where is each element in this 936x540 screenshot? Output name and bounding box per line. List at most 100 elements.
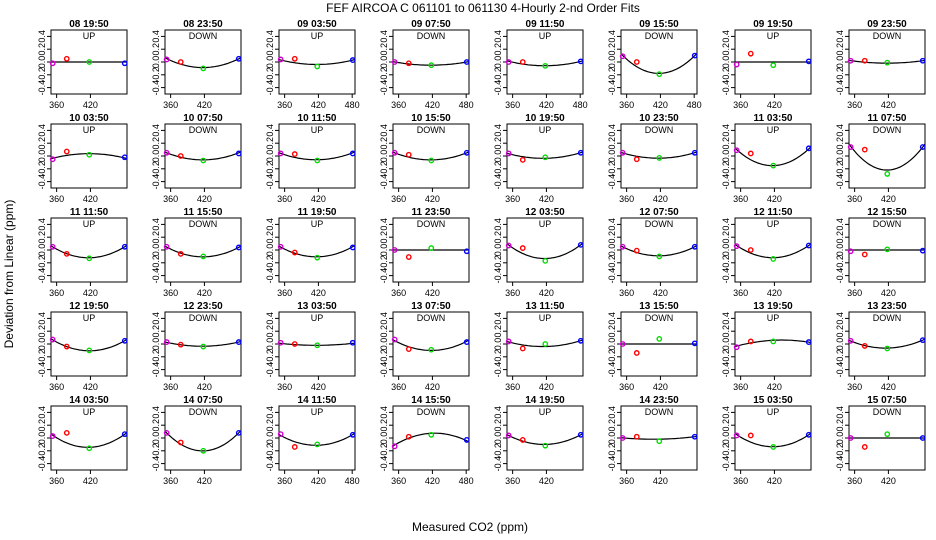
y-tick-label: 0.0: [721, 432, 731, 445]
x-tick-label: 420: [83, 194, 98, 204]
y-tick-label: 0.4: [721, 124, 731, 137]
data-point: [405, 433, 412, 440]
y-tick-label: 0.2: [493, 419, 503, 432]
data-point: [861, 444, 868, 450]
data-point: [349, 339, 356, 346]
y-tick-label: 0.0: [379, 432, 389, 445]
panel-direction: DOWN: [873, 125, 902, 135]
panel-title: 12 23:50: [183, 301, 223, 312]
data-point: [656, 71, 663, 78]
y-tick-label: 0.2: [151, 325, 161, 338]
data-point: [733, 61, 740, 68]
panel-title: 14 11:50: [298, 395, 337, 406]
y-tick-label: 0.2: [607, 137, 617, 150]
y-tick-label: -0.2: [835, 67, 845, 83]
y-tick-label: -0.4: [151, 80, 161, 96]
data-point: [656, 438, 663, 445]
y-tick-label: -0.2: [37, 443, 47, 459]
fit-curve: [620, 245, 698, 257]
y-tick-label: 0.2: [607, 325, 617, 338]
panel-direction: UP: [311, 313, 324, 323]
x-tick-label: 420: [197, 100, 212, 110]
y-tick-label: 0.0: [607, 244, 617, 257]
x-tick-label: 360: [391, 194, 406, 204]
data-point: [63, 429, 70, 436]
data-point: [200, 447, 207, 454]
y-tick-label: -0.2: [721, 67, 731, 83]
panel-direction: UP: [83, 219, 96, 229]
y-tick-label: -0.4: [37, 80, 47, 96]
data-point: [770, 256, 777, 262]
y-tick-label: -0.4: [379, 456, 389, 472]
y-tick-label: -0.4: [721, 174, 731, 190]
data-point: [121, 60, 128, 67]
x-tick-label: 360: [619, 382, 634, 392]
data-point: [691, 340, 698, 347]
data-point: [505, 432, 512, 439]
panel-direction: DOWN: [873, 31, 902, 41]
data-point: [86, 255, 93, 262]
y-tick-label: 0.4: [721, 312, 731, 325]
data-point: [619, 149, 626, 156]
y-tick-label: 0.0: [607, 338, 617, 351]
data-point: [747, 150, 754, 157]
data-point: [747, 432, 754, 439]
panel-title: 13 11:50: [526, 301, 565, 312]
y-tick-label: 0.4: [493, 124, 503, 137]
data-point: [235, 244, 242, 251]
x-tick-label: 360: [619, 288, 634, 298]
y-tick-label: 0.2: [493, 43, 503, 56]
x-tick-label: 360: [49, 288, 64, 298]
data-point: [277, 150, 284, 157]
fit-curve: [164, 57, 242, 69]
panel-direction: DOWN: [189, 31, 218, 41]
data-point: [463, 59, 470, 65]
x-tick-label: 420: [767, 288, 782, 298]
y-tick-label: -0.2: [493, 349, 503, 365]
y-axis-label: Deviation from Linear (ppm): [2, 200, 16, 349]
panel-direction: UP: [311, 219, 324, 229]
x-tick-label: 360: [163, 476, 178, 486]
x-tick-label: 420: [197, 382, 212, 392]
x-tick-label: 420: [653, 194, 668, 204]
y-tick-label: 0.4: [151, 124, 161, 137]
panel-direction: UP: [311, 407, 324, 417]
panel-direction: UP: [83, 313, 96, 323]
data-point: [519, 437, 526, 443]
y-tick-label: 0.2: [37, 137, 47, 150]
panel-title: 11 03:50: [754, 113, 793, 124]
y-tick-label: 0.2: [151, 231, 161, 244]
data-point: [505, 242, 512, 249]
data-point: [63, 343, 70, 350]
panel-direction: DOWN: [873, 407, 902, 417]
y-tick-label: 0.0: [151, 150, 161, 163]
data-point: [805, 58, 812, 65]
panel-title: 10 23:50: [639, 113, 679, 124]
panel-title: 14 23:50: [639, 395, 679, 406]
data-point: [577, 58, 584, 65]
panel-direction: UP: [539, 219, 552, 229]
y-tick-label: 0.0: [721, 150, 731, 163]
panel-title: 13 15:50: [639, 301, 679, 312]
data-point: [884, 171, 891, 177]
x-tick-label: 420: [425, 382, 440, 392]
y-tick-label: 0.0: [37, 338, 47, 351]
y-tick-label: -0.2: [721, 161, 731, 177]
x-tick-label: 360: [505, 288, 520, 298]
panel-title: 11 15:50: [184, 207, 223, 218]
y-tick-label: 0.4: [379, 218, 389, 231]
data-point: [428, 431, 435, 438]
data-point: [542, 341, 549, 347]
y-tick-label: -0.2: [37, 67, 47, 83]
x-tick-label: 420: [881, 100, 896, 110]
y-tick-label: 0.2: [37, 231, 47, 244]
y-tick-label: -0.2: [37, 255, 47, 271]
x-tick-label: 420: [311, 382, 326, 392]
